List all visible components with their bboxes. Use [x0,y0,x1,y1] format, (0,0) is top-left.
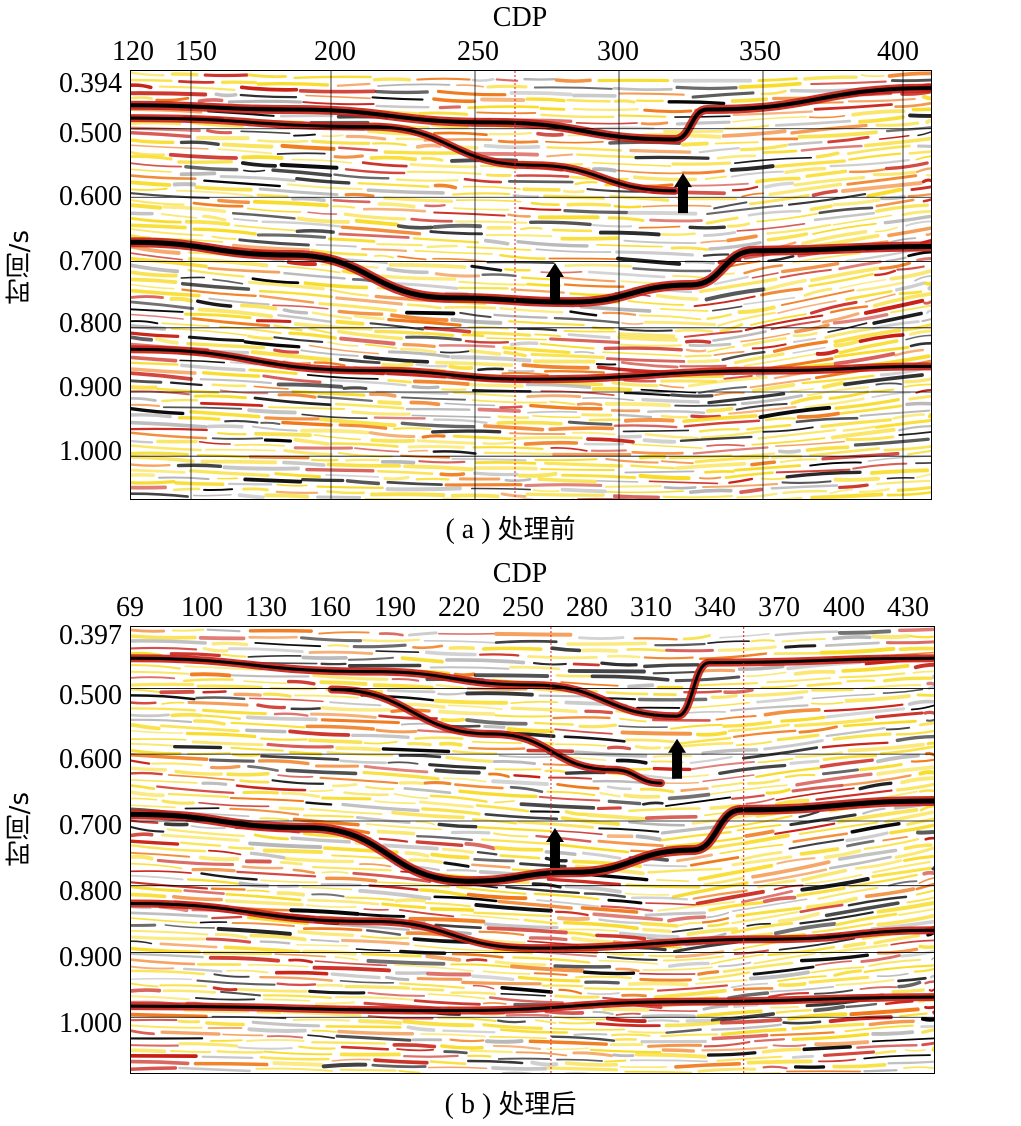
x-tick-label: 120 [112,36,154,67]
x-tick-label: 69 [116,592,144,623]
x-tick-label: 400 [823,592,865,623]
x-tick-label: 370 [758,592,800,623]
y-axis-title: 时间/s [5,792,35,867]
y-tick-label: 1.000 [59,1008,122,1039]
y-tick-label: 0.700 [59,810,122,841]
x-tick-label: 130 [245,592,287,623]
y-axis-title: 时间/s [5,230,35,305]
grid-lines [131,71,931,499]
x-tick-label: 190 [374,592,416,623]
x-tick-label: 250 [457,36,499,67]
x-tick-label: 310 [630,592,672,623]
x-tick-label: 100 [181,592,223,623]
x-tick-label: 280 [566,592,608,623]
panel-b: CDP 69 100 130 160 190 220 250 280 310 3… [0,560,1021,1126]
key-horizons [131,654,934,1015]
y-tick-label: 0.394 [59,68,122,99]
panel-a: CDP 120 150 200 250 300 350 400 时间/s 0.3… [0,0,1021,560]
seismic-section-before [130,70,932,500]
x-axis-title: CDP [492,2,548,33]
y-tick-label: 0.800 [59,876,122,907]
seismic-section-after [130,626,935,1074]
y-tick-label: 0.900 [59,942,122,973]
up-arrow-icon [546,263,564,303]
y-tick-label: 1.000 [59,436,122,467]
x-tick-label: 160 [309,592,351,623]
x-tick-label: 430 [887,592,929,623]
up-arrow-icon [674,173,692,214]
y-tick-label: 0.800 [59,308,122,339]
x-axis-title: CDP [492,558,548,589]
caption-text: 处理前 [497,515,576,545]
caption-prefix: ( b ) [444,1089,492,1120]
caption-text: 处理后 [498,1090,577,1120]
y-tick-label: 0.600 [59,181,122,212]
up-arrow-icon [545,828,564,868]
grid-lines [131,627,934,1073]
reflection-texture [131,71,931,499]
y-tick-label: 0.900 [59,372,122,403]
y-tick-label: 0.397 [59,620,122,651]
x-tick-label: 300 [597,36,639,67]
x-tick-label: 250 [502,592,544,623]
x-tick-label: 350 [739,36,781,67]
y-tick-labels: 0.397 0.500 0.600 0.700 0.800 0.900 1.00… [40,560,122,1080]
x-tick-label: 340 [694,592,736,623]
caption-prefix: ( a ) [445,514,491,545]
x-tick-label: 400 [877,36,919,67]
caption-before: ( a ) 处理前 [0,514,1021,546]
up-arrow-icon [668,738,687,779]
y-tick-label: 0.500 [59,118,122,149]
x-tick-label: 220 [438,592,480,623]
y-tick-labels: 0.394 0.500 0.600 0.700 0.800 0.900 1.00… [40,0,122,520]
y-tick-label: 0.700 [59,246,122,277]
y-tick-label: 0.600 [59,744,122,775]
x-tick-label: 150 [175,36,217,67]
caption-after: ( b ) 处理后 [0,1089,1021,1121]
y-tick-label: 0.500 [59,680,122,711]
x-tick-label: 200 [314,36,356,67]
